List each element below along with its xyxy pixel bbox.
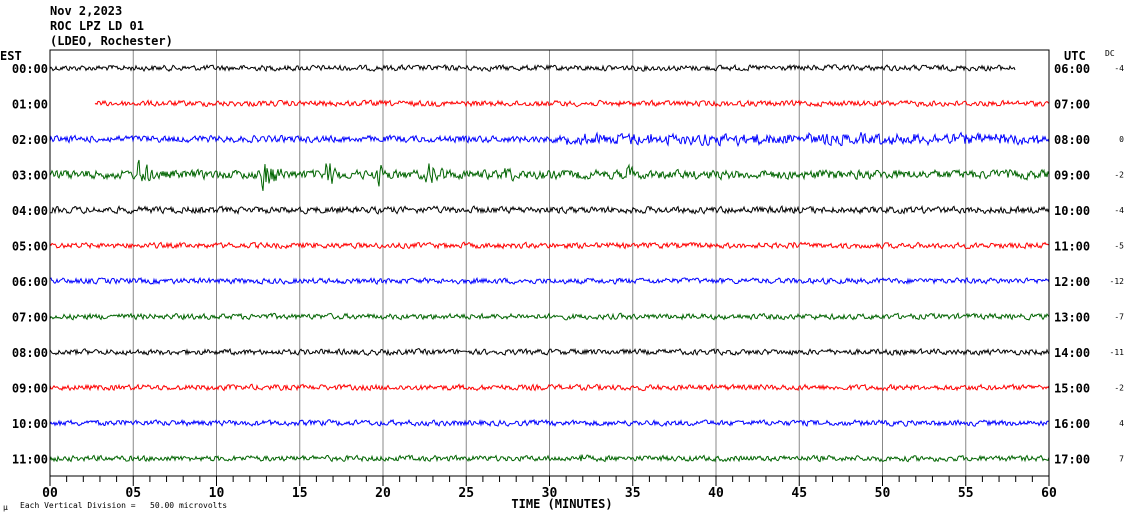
seismic-trace: [49, 241, 1050, 250]
x-tick-label: 25: [458, 486, 474, 501]
x-tick-label: 35: [625, 486, 641, 501]
network-label: (LDEO, Rochester): [50, 34, 173, 48]
dc-offset-value: -11: [1110, 348, 1125, 357]
dc-offset-value: -4: [1114, 64, 1124, 73]
x-tick-label: 60: [1041, 486, 1057, 501]
seismic-trace: [49, 63, 1016, 73]
station-label: ROC LPZ LD 01: [50, 19, 144, 33]
seismic-trace: [49, 276, 1050, 286]
est-hour-label: 08:00: [12, 346, 48, 360]
x-tick-label: 10: [209, 486, 225, 501]
utc-hour-label: 09:00: [1054, 169, 1090, 183]
est-hour-label: 01:00: [12, 98, 48, 112]
scale-note: Each Vertical Division = 50.00 microvolt…: [20, 501, 227, 510]
seismic-trace: [49, 383, 1050, 392]
est-hour-label: 02:00: [12, 133, 48, 147]
date-label: Nov 2,2023: [50, 4, 123, 18]
utc-hour-label: 11:00: [1054, 240, 1090, 254]
utc-hour-label: 10:00: [1054, 204, 1090, 218]
utc-hour-label: 15:00: [1054, 382, 1090, 396]
dc-offset-value: -7: [1114, 313, 1124, 322]
utc-axis-label: UTC: [1064, 49, 1086, 63]
utc-hour-label: 14:00: [1054, 346, 1090, 360]
est-axis-label: EST: [0, 49, 22, 63]
x-tick-label: 00: [42, 486, 58, 501]
x-tick-label: 30: [542, 486, 558, 501]
est-hour-label: 10:00: [12, 417, 48, 431]
est-hour-label: 04:00: [12, 204, 48, 218]
est-hour-label: 06:00: [12, 275, 48, 289]
dc-offset-value: -2: [1114, 171, 1124, 180]
est-hour-label: 11:00: [12, 453, 48, 467]
x-tick-label: 20: [375, 486, 391, 501]
x-tick-label: 40: [708, 486, 724, 501]
dc-offset-value: -2: [1114, 384, 1124, 393]
dc-offset-value: 7: [1119, 455, 1124, 464]
dc-offset-value: -4: [1114, 206, 1124, 215]
utc-hour-label: 16:00: [1054, 417, 1090, 431]
utc-hour-label: 08:00: [1054, 133, 1090, 147]
est-hour-label: 07:00: [12, 311, 48, 325]
dc-label: DC: [1105, 49, 1115, 58]
dc-offset-value: 0: [1119, 135, 1124, 144]
utc-hour-label: 06:00: [1054, 62, 1090, 76]
x-tick-label: 50: [875, 486, 891, 501]
dc-offset-value: -12: [1110, 277, 1125, 286]
x-tick-label: 45: [791, 486, 807, 501]
grid: [49, 50, 1050, 486]
x-tick-label: 55: [958, 486, 974, 501]
seismic-trace: [49, 205, 1050, 215]
seismic-trace: [49, 347, 1050, 357]
x-axis-title: TIME (MINUTES): [511, 497, 612, 511]
est-hour-label: 03:00: [12, 169, 48, 183]
utc-hour-label: 17:00: [1054, 453, 1090, 467]
seismic-trace: [49, 454, 1050, 463]
microvolt-symbol: μ: [3, 503, 8, 512]
seismic-trace: [49, 131, 1050, 148]
dc-offset-value: -5: [1114, 242, 1124, 251]
plot-frame: [49, 49, 1050, 477]
x-tick-label: 15: [292, 486, 308, 501]
utc-hour-label: 12:00: [1054, 275, 1090, 289]
est-hour-label: 09:00: [12, 382, 48, 396]
est-hour-label: 05:00: [12, 240, 48, 254]
utc-hour-label: 13:00: [1054, 311, 1090, 325]
x-tick-label: 05: [125, 486, 141, 501]
dc-offset-value: 4: [1119, 419, 1124, 428]
traces: [49, 63, 1050, 463]
seismic-trace: [49, 159, 1050, 191]
utc-hour-label: 07:00: [1054, 98, 1090, 112]
est-hour-label: 00:00: [12, 62, 48, 76]
seismic-trace: [94, 99, 1050, 108]
seismic-trace: [49, 312, 1050, 321]
seismic-trace: [49, 418, 1050, 427]
